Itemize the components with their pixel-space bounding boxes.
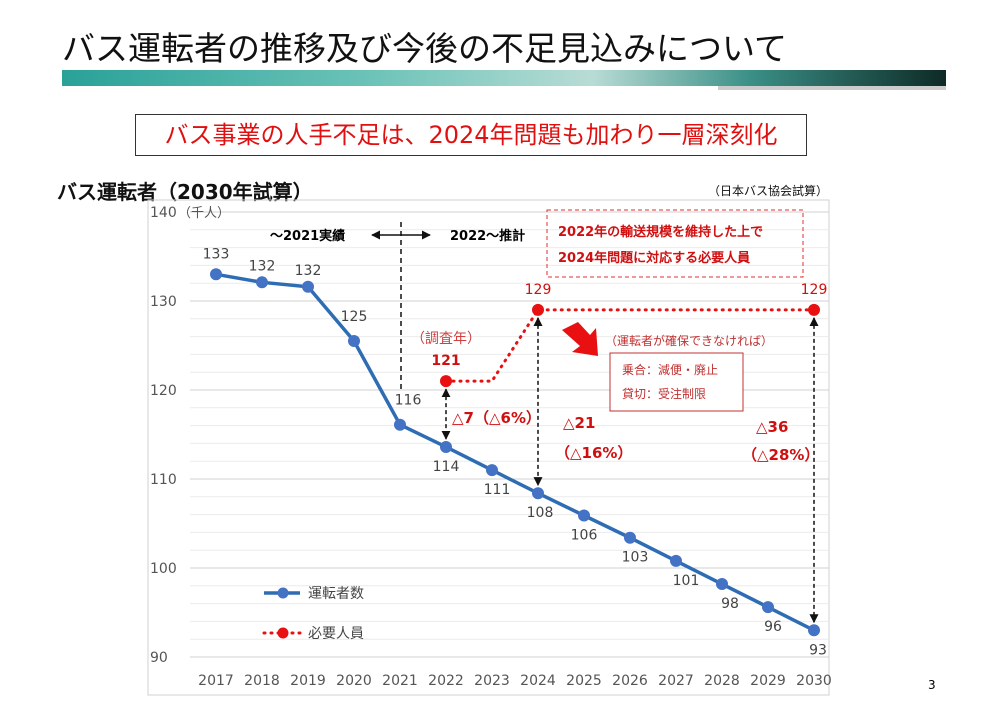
data-point-drivers (670, 554, 682, 567)
data-label-drivers: 132 (295, 263, 322, 279)
x-tick-label: 2018 (244, 673, 280, 689)
effect-route-bus: 乗合：減便・廃止 (622, 362, 718, 377)
x-tick-label: 2020 (336, 673, 372, 689)
data-label-drivers: 106 (571, 527, 598, 543)
title-decoration-underbar (718, 86, 946, 90)
data-label-drivers: 111 (484, 482, 511, 498)
data-point-drivers (210, 268, 222, 281)
y-tick-label: 130 (150, 294, 177, 310)
data-label-drivers: 116 (395, 393, 422, 409)
legend-marker-required (277, 627, 289, 639)
data-label-drivers: 108 (527, 505, 554, 521)
gap-2030-pct-label: （△28%） (742, 446, 819, 464)
data-point-required (808, 303, 820, 316)
gap-2024-pct-label: （△16%） (555, 444, 632, 462)
data-point-drivers (394, 418, 406, 431)
red-arrow-icon (562, 322, 598, 356)
data-point-drivers (808, 624, 820, 637)
data-label-drivers: 98 (721, 596, 739, 612)
x-tick-label: 2017 (198, 673, 234, 689)
legend-marker-drivers (277, 587, 289, 599)
title-decoration-bar (62, 70, 946, 86)
x-tick-label: 2024 (520, 673, 556, 689)
y-tick-label: 120 (150, 383, 177, 399)
data-point-drivers (302, 280, 314, 293)
estimate-label: 2022～推計 (450, 228, 525, 244)
x-tick-label: 2022 (428, 673, 464, 689)
gap-2030-label: △36 (756, 418, 788, 436)
data-point-drivers (532, 487, 544, 500)
effects-box (609, 352, 744, 412)
plot-area (147, 199, 830, 696)
gap-2022-label: △7（△6%） (452, 409, 541, 427)
x-tick-label: 2021 (382, 673, 418, 689)
data-label-drivers: 133 (203, 246, 230, 262)
y-tick-label: 100 (150, 561, 177, 577)
data-point-drivers (256, 276, 268, 289)
page-number: 3 (928, 678, 936, 692)
x-tick-label: 2028 (704, 673, 740, 689)
data-label-drivers: 132 (249, 258, 276, 274)
data-label-required: 129 (801, 282, 828, 298)
note-line-1: 2022年の輸送規模を維持した上で (558, 224, 763, 240)
x-tick-label: 2027 (658, 673, 694, 689)
data-point-drivers (624, 531, 636, 544)
data-label-drivers: 114 (433, 459, 460, 475)
data-label-drivers: 101 (673, 573, 700, 589)
note-line-2: 2024年問題に対応する必要人員 (558, 250, 750, 266)
x-tick-label: 2029 (750, 673, 786, 689)
data-point-drivers (578, 509, 590, 522)
y-axis-unit: （千人） (178, 206, 230, 221)
y-tick-label: 110 (150, 472, 177, 488)
x-tick-label: 2030 (796, 673, 832, 689)
effect-charter-bus: 貸切：受注制限 (622, 386, 706, 401)
survey-year-label: （調査年） (411, 331, 481, 347)
series-line-required (444, 308, 816, 383)
legend-label-required: 必要人員 (308, 626, 364, 642)
if-not-secured-label: （運転者が確保できなければ） (605, 333, 773, 348)
data-point-drivers (440, 440, 452, 453)
gap-2024-label: △21 (563, 414, 595, 432)
data-point-required (532, 303, 544, 316)
data-label-drivers: 103 (622, 550, 649, 566)
x-tick-label: 2026 (612, 673, 648, 689)
x-tick-label: 2025 (566, 673, 602, 689)
page-title: バス運転者の推移及び今後の不足見込みについて (62, 29, 788, 68)
legend-label-drivers: 運転者数 (308, 586, 364, 602)
data-label-required: 121 (431, 353, 460, 369)
data-label-drivers: 125 (341, 309, 368, 325)
data-point-drivers (716, 578, 728, 591)
source-note: （日本バス協会試算） (708, 184, 829, 198)
y-tick-label: 140 (150, 205, 177, 221)
data-point-drivers (486, 464, 498, 477)
x-tick-label: 2019 (290, 673, 326, 689)
data-label-drivers: 96 (764, 619, 782, 635)
actual-label: ～2021実績 (270, 228, 345, 244)
data-label-drivers: 93 (809, 642, 827, 658)
y-tick-label: 90 (150, 650, 168, 666)
data-label-required: 129 (525, 282, 552, 298)
data-point-required (440, 375, 452, 388)
data-point-drivers (348, 335, 360, 348)
series-line-drivers (215, 272, 815, 632)
x-tick-label: 2023 (474, 673, 510, 689)
required-staff-note-box (546, 209, 804, 278)
headline-box: バス事業の人手不足は、2024年問題も加わり一層深刻化 (135, 114, 807, 156)
data-point-drivers (762, 601, 774, 614)
